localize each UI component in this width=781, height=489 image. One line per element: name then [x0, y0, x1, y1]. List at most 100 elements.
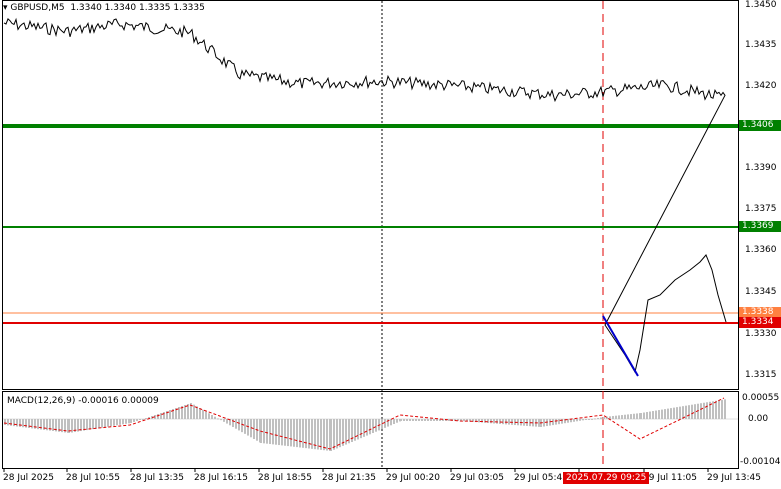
- macd-bar: [706, 402, 708, 419]
- macd-bar: [618, 415, 620, 419]
- macd-bar: [442, 419, 444, 421]
- macd-bar: [229, 419, 231, 426]
- level-tag-1338: 1.3338: [739, 307, 781, 318]
- time-axis-ticks: [3, 468, 709, 472]
- macd-bar: [576, 419, 578, 422]
- macd-bar: [290, 419, 292, 447]
- macd-bar: [163, 412, 165, 419]
- macd-axis-label: 0.00: [748, 414, 769, 424]
- time-axis-label: 29 Jul 13:45: [707, 473, 761, 483]
- macd-bar: [208, 413, 210, 419]
- macd-bar: [499, 419, 501, 424]
- time-axis-label: 28 Jul 16:15: [194, 473, 248, 483]
- macd-bar: [302, 419, 304, 448]
- macd-bar: [448, 419, 450, 421]
- macd-bar: [357, 419, 359, 440]
- macd-bar: [406, 419, 408, 421]
- time-axis-label: 29 Jul 11:05: [643, 473, 697, 483]
- macd-bar: [166, 411, 168, 419]
- macd-bar: [381, 419, 383, 430]
- macd-bar: [223, 419, 225, 422]
- macd-bar: [472, 419, 474, 422]
- macd-bar: [606, 416, 608, 419]
- macd-bar: [457, 419, 459, 421]
- macd-bar: [128, 419, 130, 424]
- macd-bar: [703, 402, 705, 419]
- macd-bar: [119, 419, 121, 425]
- macd-bar: [269, 419, 271, 445]
- macd-bar: [532, 419, 534, 427]
- macd-bar: [655, 410, 657, 419]
- macd-bar: [478, 419, 480, 423]
- macd-bar: [460, 419, 462, 421]
- macd-bar: [697, 403, 699, 419]
- macd-bar: [369, 419, 371, 435]
- macd-bar: [630, 414, 632, 419]
- macd-bar: [640, 413, 642, 419]
- macd-bar: [517, 419, 519, 426]
- macd-bar: [430, 419, 432, 421]
- chart-header: ▾ GBPUSD,M5 1.3340 1.3340 1.3335 1.3335: [3, 2, 205, 14]
- macd-bar: [25, 419, 27, 428]
- macd-bar: [667, 408, 669, 419]
- macd-bar: [98, 419, 100, 429]
- macd-bar: [396, 419, 398, 423]
- macd-bar: [130, 419, 132, 423]
- macd-bar: [469, 419, 471, 422]
- macd-bar: [543, 419, 545, 427]
- macd-bar: [549, 419, 551, 426]
- trend-line[interactable]: [602, 315, 639, 377]
- macd-bar: [433, 419, 435, 421]
- macd-bar: [523, 419, 525, 426]
- macd-bar: [107, 419, 109, 427]
- time-axis-label: 29 Jul 03:05: [450, 473, 504, 483]
- macd-bar: [688, 405, 690, 419]
- macd-axis-label: -0.00104: [740, 457, 781, 467]
- macd-bar: [360, 419, 362, 439]
- macd-bar: [157, 414, 159, 419]
- level-tag-1406: 1.3406: [739, 120, 781, 131]
- macd-bar: [235, 419, 237, 429]
- macd-bar: [393, 419, 395, 424]
- macd-bar: [573, 419, 575, 422]
- time-axis-label: 28 Jul 2025: [3, 473, 54, 483]
- macd-bar: [679, 406, 681, 419]
- macd-bar: [570, 419, 572, 423]
- time-axis-label: 29 Jul 00:20: [386, 473, 440, 483]
- macd-bar: [16, 419, 18, 427]
- macd-bar: [68, 419, 70, 433]
- collapse-arrow-icon[interactable]: ▾: [3, 3, 8, 13]
- macd-bar: [293, 419, 295, 447]
- macd-bar: [372, 419, 374, 433]
- macd-bar: [7, 419, 9, 426]
- macd-bar: [649, 411, 651, 419]
- macd-bar: [266, 419, 268, 444]
- macd-bar: [314, 419, 316, 450]
- macd-bar: [700, 403, 702, 419]
- macd-bar: [281, 419, 283, 446]
- macd-bar: [475, 419, 477, 423]
- macd-bar: [154, 415, 156, 419]
- macd-bar: [64, 419, 66, 433]
- macd-bar: [263, 419, 265, 444]
- macd-bar: [275, 419, 277, 445]
- macd-bar: [116, 419, 118, 426]
- macd-bar: [58, 419, 60, 432]
- macd-bar: [136, 419, 138, 421]
- symbol-label: GBPUSD,M5: [10, 3, 65, 13]
- macd-bar: [253, 419, 255, 439]
- macd-bar: [296, 419, 298, 448]
- macd-bar: [52, 419, 54, 431]
- macd-bar: [421, 419, 423, 421]
- macd-bar: [55, 419, 57, 432]
- macd-bar: [436, 419, 438, 421]
- macd-bar: [579, 419, 581, 421]
- ohlc-values: 1.3340 1.3340 1.3335 1.3335: [70, 3, 205, 13]
- macd-bar: [299, 419, 301, 448]
- macd-bar: [555, 419, 557, 425]
- macd-bar: [241, 419, 243, 433]
- macd-bar: [439, 419, 441, 421]
- macd-bar: [552, 419, 554, 426]
- macd-bar: [418, 419, 420, 421]
- macd-bar: [272, 419, 274, 445]
